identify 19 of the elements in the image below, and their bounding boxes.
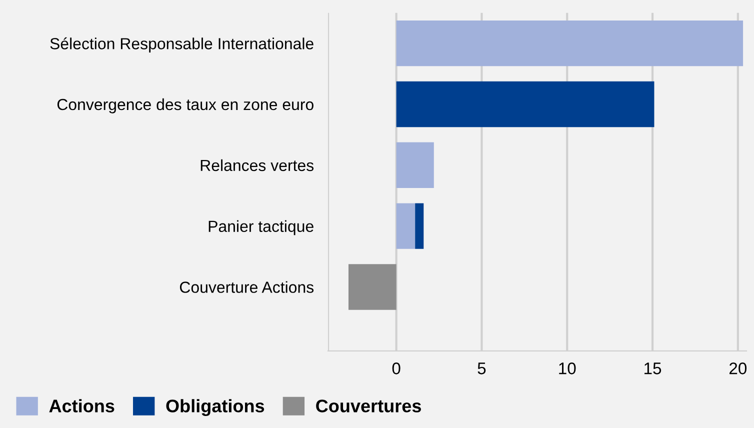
x-tick-label: 5 bbox=[478, 362, 486, 374]
y-tick-label: Couverture Actions bbox=[180, 281, 314, 293]
y-tick-label: Panier tactique bbox=[208, 220, 314, 236]
x-tick-label: 10 bbox=[559, 362, 576, 374]
y-tick-label: Sélection Responsable Internationale bbox=[50, 37, 314, 52]
bar bbox=[396, 142, 434, 188]
bar bbox=[348, 264, 396, 310]
bar bbox=[396, 203, 416, 249]
bar bbox=[415, 203, 424, 249]
legend-label: Obligations bbox=[166, 399, 264, 416]
x-tick-label: 20 bbox=[729, 362, 747, 374]
legend-label: Actions bbox=[49, 399, 114, 412]
y-tick-label: Convergence des taux en zone euro bbox=[57, 98, 314, 114]
y-tick-label: Relances vertes bbox=[200, 159, 314, 172]
legend-label: Couvertures bbox=[316, 400, 421, 412]
bar bbox=[396, 20, 744, 66]
x-tick-label: 15 bbox=[644, 362, 662, 374]
x-tick-label: 0 bbox=[392, 362, 400, 374]
bar bbox=[396, 81, 654, 128]
